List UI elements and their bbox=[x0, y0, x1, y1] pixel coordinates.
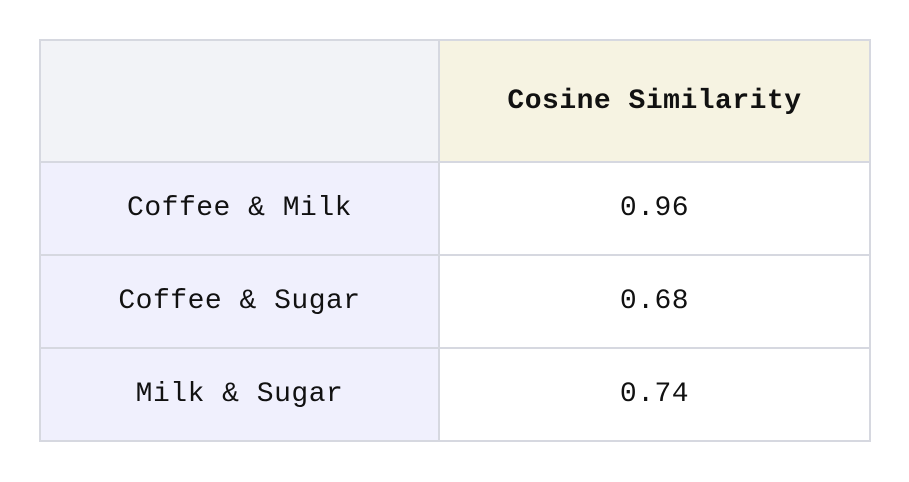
table-row: Coffee & Milk 0.96 bbox=[39, 161, 871, 256]
row-value-similarity: 0.96 bbox=[438, 161, 871, 256]
cosine-similarity-table: Cosine Similarity Coffee & Milk 0.96 Cof… bbox=[39, 39, 871, 442]
column-header-cosine-similarity: Cosine Similarity bbox=[438, 39, 871, 163]
row-label-pair: Coffee & Milk bbox=[39, 161, 440, 256]
table-row: Coffee & Sugar 0.68 bbox=[39, 254, 871, 349]
table-row: Milk & Sugar 0.74 bbox=[39, 347, 871, 442]
row-label-pair: Milk & Sugar bbox=[39, 347, 440, 442]
row-value-similarity: 0.74 bbox=[438, 347, 871, 442]
table-header-row: Cosine Similarity bbox=[39, 39, 871, 163]
header-corner-cell bbox=[39, 39, 440, 163]
row-label-pair: Coffee & Sugar bbox=[39, 254, 440, 349]
row-value-similarity: 0.68 bbox=[438, 254, 871, 349]
